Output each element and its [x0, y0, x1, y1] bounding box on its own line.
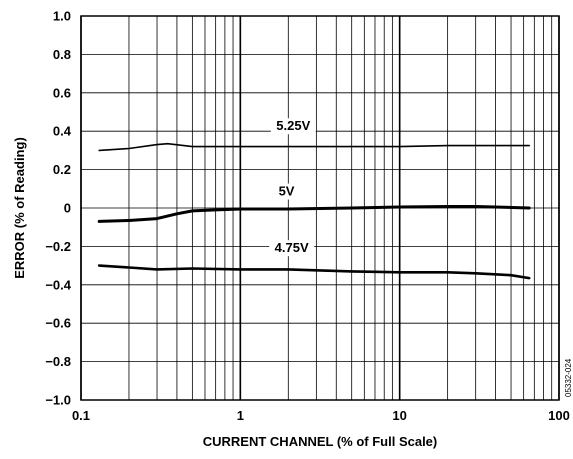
- x-tick-label: 100: [548, 408, 570, 423]
- y-tick-label: 0.4: [53, 124, 72, 139]
- series-label-bg: [275, 183, 298, 200]
- y-axis-title: ERROR (% of Reading): [12, 137, 27, 279]
- y-tick-label: 0.8: [53, 47, 71, 62]
- y-tick-label: −1.0: [45, 393, 71, 408]
- series-label-bg: [270, 118, 316, 135]
- series-line: [97, 264, 531, 280]
- plot-frame: [80, 15, 560, 401]
- series-line: [97, 205, 531, 223]
- series-label: 4.75V: [275, 240, 309, 255]
- x-tick-label: 10: [392, 408, 406, 423]
- y-tick-label: −0.8: [45, 354, 71, 369]
- figure-id: 05332-024: [564, 358, 573, 397]
- series-line: [98, 142, 531, 152]
- y-tick-label: −0.2: [45, 239, 71, 254]
- y-tick-label: −0.4: [45, 277, 71, 292]
- series-lines: [97, 142, 531, 280]
- x-tick-label: 1: [237, 408, 244, 423]
- x-tick-label: 0.1: [72, 408, 90, 423]
- y-tick-label: 0.2: [53, 162, 71, 177]
- y-tick-labels: 1.0 0.8 0.6 0.4 0.2 0 −0.2 −0.4 −0.6 −0.8 −1.0: [45, 9, 71, 408]
- y-tick-label: 0: [64, 201, 71, 216]
- x-tick-labels: 0.1 1 10 100: [72, 408, 570, 423]
- y-tick-label: 1.0: [53, 9, 71, 24]
- series-label: 5.25V: [276, 118, 310, 133]
- y-tick-label: −0.6: [45, 316, 71, 331]
- series-labels: 5.25V 5V 4.75V: [269, 118, 316, 257]
- x-axis-title: CURRENT CHANNEL (% of Full Scale): [203, 434, 438, 449]
- series-label-bg: [269, 240, 315, 257]
- series-label: 5V: [279, 184, 295, 199]
- y-tick-label: 0.6: [53, 85, 71, 100]
